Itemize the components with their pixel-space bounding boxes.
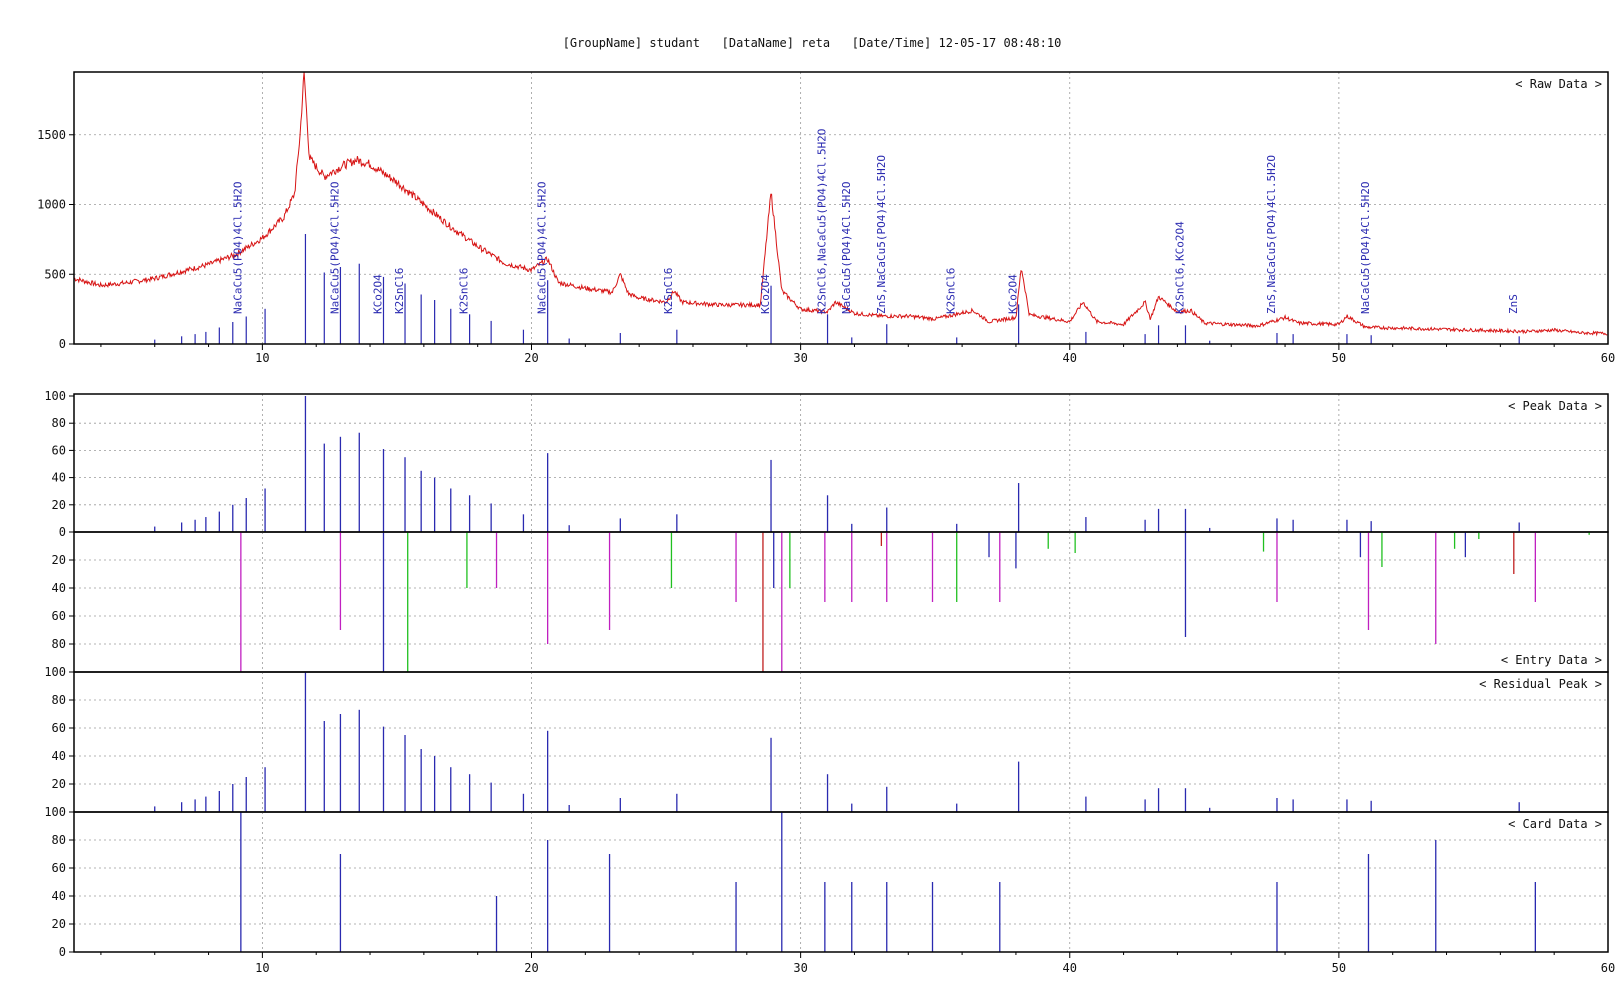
panel-label: < Residual Peak >	[1479, 677, 1602, 691]
x-tick-label: 10	[255, 351, 269, 365]
phase-label: NaCaCu5(PO4)4Cl.5H2O	[232, 182, 245, 314]
chart-header: [GroupName] studant [DataName] reta [Dat…	[0, 36, 1624, 50]
data-label: [DataName]	[721, 36, 794, 50]
peak-panel-frame	[73, 393, 1609, 533]
panel-label: < Card Data >	[1508, 817, 1602, 831]
x-tick-label: 40	[1063, 961, 1077, 975]
y-tick-label: 0	[59, 945, 66, 959]
phase-label: ZnS,NaCaCu5(PO4)4Cl.5H2O	[875, 155, 888, 314]
y-tick-label: 40	[52, 749, 66, 763]
y-tick-label: 80	[52, 416, 66, 430]
y-tick-label: 20	[52, 553, 66, 567]
phase-label: KCo2O4	[1007, 274, 1020, 314]
x-tick-label: 30	[793, 351, 807, 365]
panel-label: < Peak Data >	[1508, 399, 1602, 413]
phase-label: K2SnCl6,KCo2O4	[1173, 221, 1186, 314]
phase-label: K2SnCl6	[945, 268, 958, 314]
y-tick-label: 0	[59, 525, 66, 539]
x-tick-label: 50	[1332, 961, 1346, 975]
phase-label: NaCaCu5(PO4)4Cl.5H2O	[328, 182, 341, 314]
card-panel-frame	[73, 811, 1609, 953]
raw-pattern-line	[73, 71, 1608, 337]
phase-label: K2SnCl6	[662, 268, 675, 314]
y-tick-label: 1000	[37, 198, 66, 212]
phase-label: NaCaCu5(PO4)4Cl.5H2O	[840, 182, 853, 314]
y-tick-label: 20	[52, 498, 66, 512]
raw-panel-frame	[73, 71, 1609, 345]
y-tick-label: 80	[52, 833, 66, 847]
phase-label: ZnS,NaCaCu5(PO4)4Cl.5H2O	[1265, 155, 1278, 314]
phase-label: K2SnCl6	[458, 268, 471, 314]
group-value: studant	[649, 36, 700, 50]
x-tick-label: 50	[1332, 351, 1346, 365]
panel-label: < Entry Data >	[1501, 653, 1602, 667]
entry-panel-frame	[73, 531, 1609, 673]
x-tick-label: 60	[1601, 351, 1615, 365]
date-value: 12-05-17 08:48:10	[938, 36, 1062, 50]
y-tick-label: 100	[44, 665, 66, 679]
phase-label: K2SnCl6	[393, 268, 406, 314]
y-tick-label: 500	[44, 267, 66, 281]
y-tick-label: 40	[52, 889, 66, 903]
panel-label: < Raw Data >	[1515, 77, 1602, 91]
y-tick-label: 60	[52, 443, 66, 457]
phase-label: NaCaCu5(PO4)4Cl.5H2O	[536, 182, 549, 314]
phase-label: KCo2O4	[371, 274, 384, 314]
phase-label: NaCaCu5(PO4)4Cl.5H2O	[1359, 182, 1372, 314]
y-tick-label: 60	[52, 609, 66, 623]
x-tick-label: 20	[524, 351, 538, 365]
x-tick-label: 20	[524, 961, 538, 975]
data-value: reta	[801, 36, 831, 50]
y-tick-label: 20	[52, 777, 66, 791]
residual-panel-frame	[73, 671, 1609, 813]
phase-label: K2SnCl6,NaCaCu5(PO4)4Cl.5H2O	[816, 129, 829, 314]
y-tick-label: 40	[52, 581, 66, 595]
y-tick-label: 20	[52, 917, 66, 931]
y-tick-label: 100	[44, 805, 66, 819]
y-tick-label: 80	[52, 693, 66, 707]
x-tick-label: 40	[1063, 351, 1077, 365]
y-tick-label: 60	[52, 861, 66, 875]
phase-label: KCo2O4	[759, 274, 772, 314]
x-tick-label: 10	[255, 961, 269, 975]
phase-label: ZnS	[1507, 294, 1520, 314]
date-label: [Date/Time]	[851, 36, 932, 50]
y-tick-label: 80	[52, 637, 66, 651]
x-tick-label: 30	[793, 961, 807, 975]
y-tick-label: 100	[44, 389, 66, 403]
y-tick-label: 1500	[37, 128, 66, 142]
y-tick-label: 0	[59, 337, 66, 351]
y-tick-label: 40	[52, 471, 66, 485]
y-tick-label: 60	[52, 721, 66, 735]
group-label: [GroupName]	[562, 36, 643, 50]
x-tick-label: 60	[1601, 961, 1615, 975]
